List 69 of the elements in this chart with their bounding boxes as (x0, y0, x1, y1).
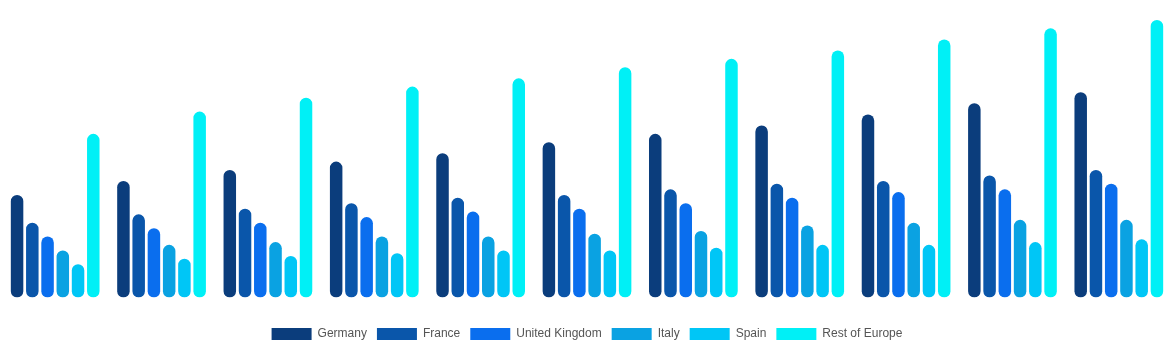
bar (406, 86, 419, 298)
bar (907, 222, 920, 298)
legend-label: Italy (657, 326, 680, 341)
bar (649, 133, 662, 298)
bar (147, 228, 161, 298)
bar (375, 236, 389, 298)
bar (725, 58, 738, 298)
bar (390, 253, 404, 298)
bar (329, 161, 343, 298)
bar (132, 214, 145, 298)
bar (1044, 28, 1057, 298)
bar (41, 236, 54, 298)
bar (436, 153, 449, 298)
bar (1120, 219, 1133, 298)
bar (573, 208, 586, 298)
bar (26, 222, 39, 298)
bar (466, 211, 480, 298)
bar (269, 242, 282, 298)
bar (56, 250, 70, 298)
bar (1074, 92, 1087, 298)
bar (816, 244, 829, 298)
bar (983, 175, 996, 298)
bar (254, 222, 267, 298)
legend-label: Germany (317, 326, 367, 341)
bar (861, 114, 875, 298)
bar (1135, 239, 1148, 298)
bar (87, 133, 100, 298)
bar (755, 125, 768, 298)
legend-label: United Kingdom (516, 326, 602, 341)
bar (1029, 242, 1042, 298)
legend-label: Rest of Europe (822, 326, 903, 341)
bar (542, 142, 556, 298)
bar (117, 181, 130, 298)
bar (345, 203, 358, 298)
bar (1089, 169, 1103, 298)
bar (1013, 219, 1027, 298)
bar (360, 217, 373, 298)
bar (664, 189, 677, 298)
bar (193, 111, 206, 298)
bar (937, 39, 951, 298)
bar (831, 50, 845, 298)
bar (482, 236, 495, 298)
bar (1150, 20, 1164, 298)
bar (10, 194, 24, 298)
bar (299, 97, 313, 298)
bar (557, 194, 571, 298)
bar (451, 197, 465, 298)
bar (968, 103, 981, 298)
bar (1104, 183, 1118, 298)
legend-label: France (422, 326, 461, 341)
bar (785, 197, 799, 298)
bar (709, 247, 723, 298)
bar (679, 203, 692, 298)
bar (694, 230, 708, 298)
bar (497, 250, 510, 298)
bar (922, 244, 936, 298)
bar (588, 233, 601, 298)
bar (892, 192, 905, 298)
bar (603, 250, 617, 298)
bar (162, 244, 176, 298)
bar (876, 181, 890, 298)
bar (801, 225, 814, 298)
bar (998, 189, 1012, 298)
bar (770, 183, 784, 298)
bar (512, 78, 525, 298)
bar (618, 67, 632, 298)
bar (223, 169, 237, 298)
bar (238, 208, 252, 298)
legend-label: Spain (735, 326, 767, 341)
